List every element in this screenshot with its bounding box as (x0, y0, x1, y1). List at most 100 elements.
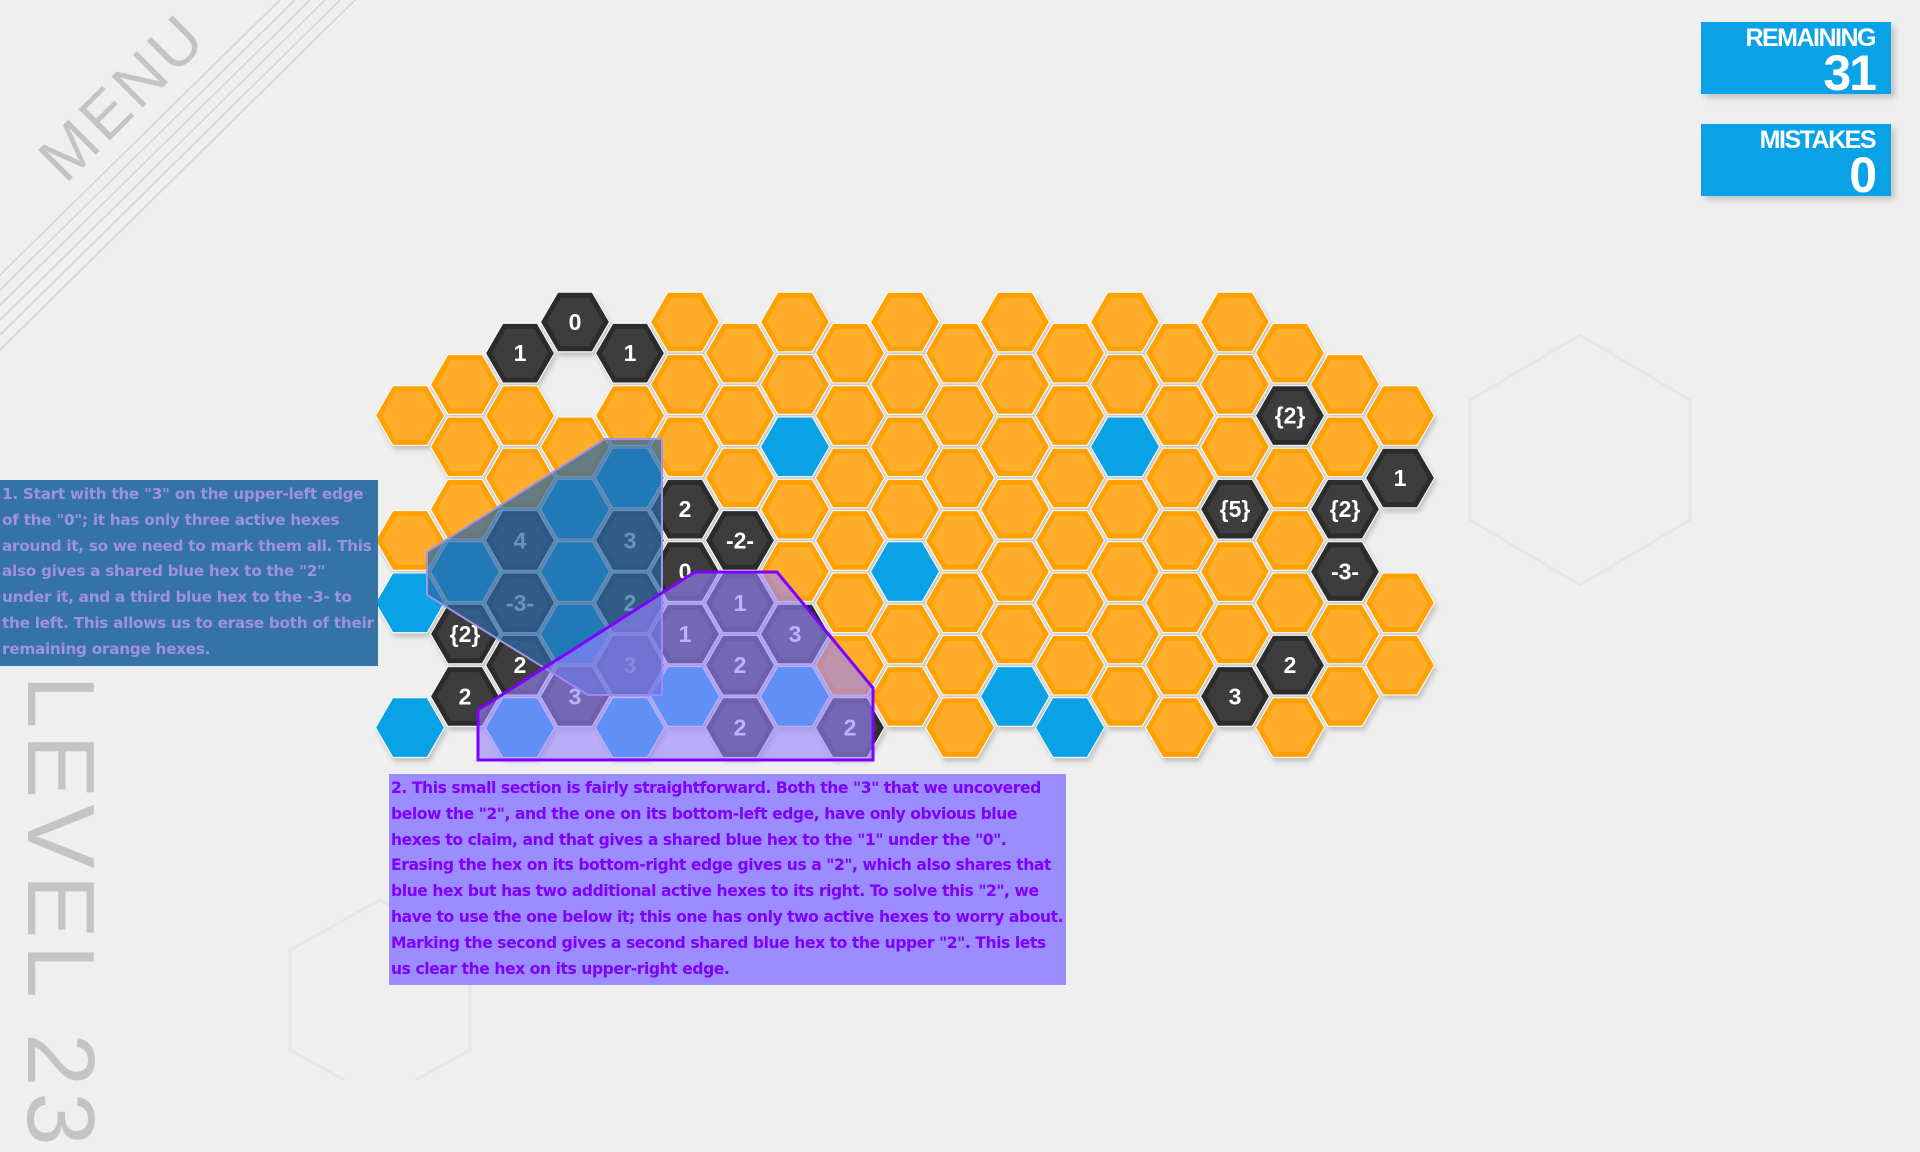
hex-cell-orange[interactable] (1145, 447, 1215, 509)
hex-cell-orange[interactable] (1310, 354, 1380, 415)
hex-cell-orange[interactable] (815, 572, 885, 634)
hex-cell-dark[interactable]: 2 (1255, 634, 1325, 696)
hex-cell-orange[interactable] (870, 666, 940, 727)
hex-cell-orange[interactable] (925, 634, 995, 696)
hex-cell-orange[interactable] (1200, 416, 1270, 478)
hex-cell-orange[interactable] (705, 447, 775, 509)
hex-cell-orange[interactable] (760, 478, 830, 540)
hex-cell-orange[interactable] (980, 354, 1050, 415)
hex-cell-blue[interactable] (980, 666, 1050, 727)
hex-cell-blue[interactable] (1035, 697, 1105, 758)
hex-body (1091, 292, 1159, 352)
hex-cell-orange[interactable] (1035, 510, 1105, 571)
hex-cell-orange[interactable] (1145, 572, 1215, 634)
hex-cell-dark[interactable]: 1 (485, 322, 555, 384)
hex-cell-orange[interactable] (870, 478, 940, 540)
hex-cell-orange[interactable] (925, 572, 995, 634)
hex-cell-orange[interactable] (1090, 291, 1160, 353)
hex-cell-orange[interactable] (1200, 603, 1270, 665)
hex-cell-orange[interactable] (980, 478, 1050, 540)
hex-cell-orange[interactable] (1090, 666, 1160, 727)
hex-cell-blue[interactable] (760, 416, 830, 478)
hex-cell-dark[interactable]: {2} (1255, 385, 1325, 446)
hex-body (1091, 479, 1159, 539)
hex-cell-orange[interactable] (1200, 354, 1270, 415)
hex-cell-orange[interactable] (1200, 541, 1270, 602)
hex-cell-orange[interactable] (1145, 697, 1215, 758)
hex-cell-orange[interactable] (1255, 322, 1325, 384)
hex-cell-orange[interactable] (375, 385, 445, 446)
hex-cell-orange[interactable] (870, 416, 940, 478)
hex-cell-orange[interactable] (650, 291, 720, 353)
hex-cell-orange[interactable] (1255, 572, 1325, 634)
hex-cell-orange[interactable] (925, 510, 995, 571)
hex-cell-orange[interactable] (430, 354, 500, 415)
hex-cell-orange[interactable] (1255, 510, 1325, 571)
hex-cell-orange[interactable] (760, 354, 830, 415)
hex-body (596, 323, 664, 383)
hex-cell-blue[interactable] (375, 572, 445, 634)
menu-stripes[interactable] (0, 0, 356, 351)
hex-cell-dark[interactable]: 1 (1365, 447, 1435, 509)
hex-cell-orange[interactable] (705, 322, 775, 384)
hex-cell-orange[interactable] (980, 291, 1050, 353)
hex-cell-orange[interactable] (1090, 478, 1160, 540)
hex-cell-blue[interactable] (870, 541, 940, 602)
hex-cell-orange[interactable] (1310, 603, 1380, 665)
hex-cell-dark[interactable]: -2- (705, 510, 775, 571)
hex-cell-orange[interactable] (760, 291, 830, 353)
hex-cell-orange[interactable] (870, 603, 940, 665)
hex-cell-orange[interactable] (1090, 541, 1160, 602)
hex-cell-orange[interactable] (815, 322, 885, 384)
hex-cell-dark[interactable]: {2} (1310, 478, 1380, 540)
hex-cell-orange[interactable] (815, 447, 885, 509)
hex-cell-orange[interactable] (925, 447, 995, 509)
hex-cell-dark[interactable]: -3- (1310, 541, 1380, 602)
hex-cell-orange[interactable] (1145, 385, 1215, 446)
hex-cell-orange[interactable] (1090, 603, 1160, 665)
hex-cell-orange[interactable] (705, 385, 775, 446)
hex-cell-orange[interactable] (925, 697, 995, 758)
hex-cell-orange[interactable] (815, 385, 885, 446)
hex-cell-orange[interactable] (925, 385, 995, 446)
hex-cell-dark[interactable]: 1 (595, 322, 665, 384)
hex-cell-orange[interactable] (1310, 416, 1380, 478)
hex-cell-orange[interactable] (595, 385, 665, 446)
hex-cell-orange[interactable] (870, 354, 940, 415)
hex-cell-orange[interactable] (1145, 510, 1215, 571)
hex-body (486, 386, 554, 445)
hex-cell-orange[interactable] (1365, 634, 1435, 696)
hex-body (871, 292, 939, 352)
hex-cell-orange[interactable] (1035, 634, 1105, 696)
hex-cell-orange[interactable] (1365, 572, 1435, 634)
hex-cell-blue[interactable] (1090, 416, 1160, 478)
hex-cell-orange[interactable] (980, 416, 1050, 478)
hex-cell-dark[interactable]: {5} (1200, 478, 1270, 540)
hex-cell-orange[interactable] (815, 510, 885, 571)
hex-cell-orange[interactable] (1145, 634, 1215, 696)
hex-cell-orange[interactable] (980, 603, 1050, 665)
hex-cell-dark[interactable]: 2 (650, 478, 720, 540)
hex-cell-dark[interactable]: 3 (1200, 666, 1270, 727)
hex-cell-orange[interactable] (1145, 322, 1215, 384)
hex-cell-orange[interactable] (870, 291, 940, 353)
hex-cell-dark[interactable]: 0 (540, 291, 610, 353)
hex-cell-orange[interactable] (1035, 322, 1105, 384)
hex-cell-orange[interactable] (1255, 447, 1325, 509)
hex-cell-orange[interactable] (430, 416, 500, 478)
hex-cell-orange[interactable] (1310, 666, 1380, 727)
hex-cell-orange[interactable] (1200, 291, 1270, 353)
hex-cell-orange[interactable] (1090, 354, 1160, 415)
hex-cell-orange[interactable] (485, 385, 555, 446)
remaining-value: 31 (1823, 45, 1877, 101)
hex-cell-blue[interactable] (375, 697, 445, 758)
hex-cell-orange[interactable] (650, 354, 720, 415)
hex-cell-orange[interactable] (1035, 447, 1105, 509)
hex-cell-orange[interactable] (925, 322, 995, 384)
hex-cell-orange[interactable] (1035, 385, 1105, 446)
hex-body (1366, 635, 1434, 695)
hex-cell-orange[interactable] (1255, 697, 1325, 758)
hex-cell-orange[interactable] (980, 541, 1050, 602)
hex-cell-orange[interactable] (1035, 572, 1105, 634)
hex-cell-orange[interactable] (1365, 385, 1435, 446)
